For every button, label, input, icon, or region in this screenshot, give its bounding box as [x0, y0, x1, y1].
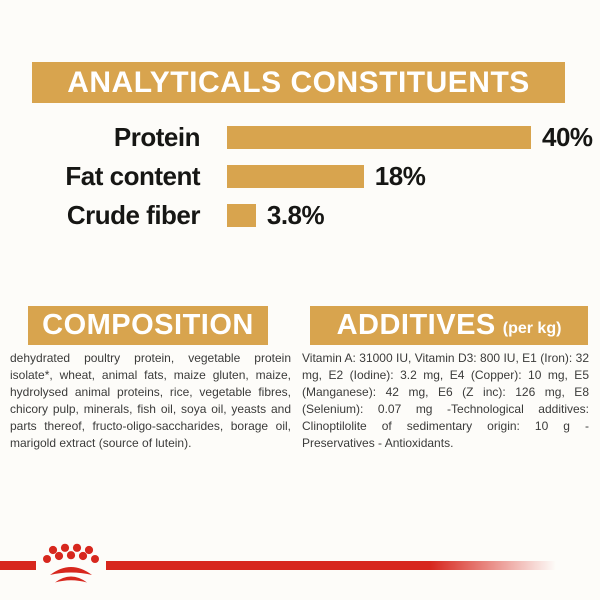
- nutrient-label: Fat content: [65, 161, 200, 191]
- additives-subtitle: (per kg): [502, 320, 562, 337]
- nutrient-row-protein: Protein 40%: [0, 118, 600, 157]
- nutrient-value: 3.8%: [266, 200, 325, 230]
- nutrient-bar: [227, 204, 256, 227]
- nutrient-row-fiber: Crude fiber 3.8%: [0, 196, 600, 235]
- nutrient-label: Protein: [113, 122, 201, 152]
- nutrient-bar: [227, 126, 531, 149]
- nutrient-value: 40%: [542, 122, 593, 152]
- nutrient-row-fat: Fat content 18%: [0, 157, 600, 196]
- composition-text: dehydrated poultry protein, vegetable pr…: [10, 351, 291, 450]
- nutrient-label: Crude fiber: [66, 200, 201, 230]
- royal-canin-crown-icon: [43, 543, 99, 583]
- red-stripe-left: [0, 561, 36, 570]
- analytical-constituents-title: ANALYTICALS CONSTITUENTS: [67, 65, 530, 99]
- composition-title: COMPOSITION: [42, 309, 254, 341]
- nutrient-bar: [227, 165, 364, 188]
- composition-banner: COMPOSITION: [28, 306, 268, 345]
- analytical-constituents-banner: ANALYTICALS CONSTITUENTS: [32, 62, 565, 103]
- red-stripe-right: [106, 561, 556, 570]
- additives-banner: ADDITIVES (per kg): [310, 306, 588, 345]
- nutrient-value: 18%: [374, 161, 426, 191]
- additives-title: ADDITIVES: [336, 309, 496, 341]
- additives-text: Vitamin A: 31000 IU, Vitamin D3: 800 IU,…: [302, 351, 589, 450]
- nutrient-bar-chart: Protein 40% Fat content 18% Crude fiber …: [0, 118, 600, 235]
